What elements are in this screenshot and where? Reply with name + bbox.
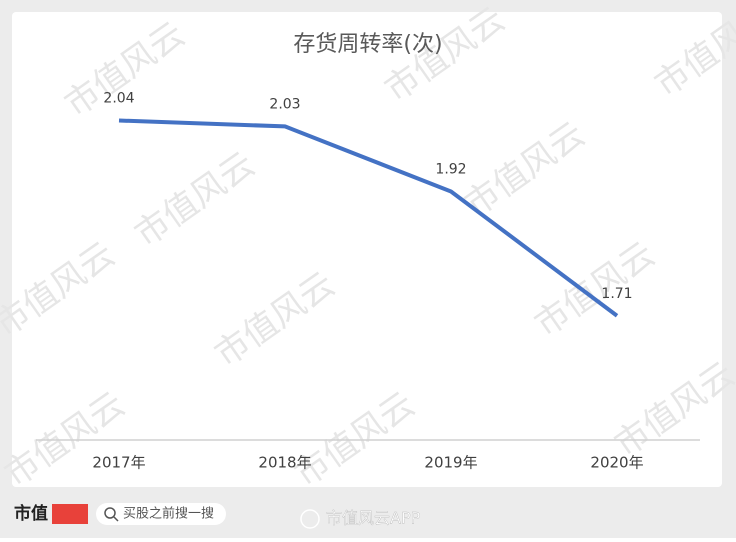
chart-title: 存货周转率(次) <box>293 32 442 57</box>
brand-logo <box>52 504 88 524</box>
weibo-icon <box>300 509 320 529</box>
x-tick-label: 2017年 <box>92 454 145 472</box>
data-label: 2.03 <box>269 96 300 112</box>
chart-card <box>12 12 722 487</box>
search-icon-handle <box>113 516 119 522</box>
x-tick-label: 2020年 <box>590 454 643 472</box>
data-label: 1.92 <box>435 162 466 178</box>
x-tick-label: 2018年 <box>258 454 311 472</box>
app-name: 市值风云APP <box>326 509 421 528</box>
search-text: 买股之前搜一搜 <box>123 506 214 522</box>
x-tick-label: 2019年 <box>424 454 477 472</box>
search-icon <box>104 507 116 519</box>
search-box[interactable] <box>96 503 226 525</box>
line <box>118 118 619 318</box>
data-label: 2.04 <box>103 91 134 107</box>
data-label: 1.71 <box>601 286 632 302</box>
brand: 市值 <box>14 503 48 523</box>
